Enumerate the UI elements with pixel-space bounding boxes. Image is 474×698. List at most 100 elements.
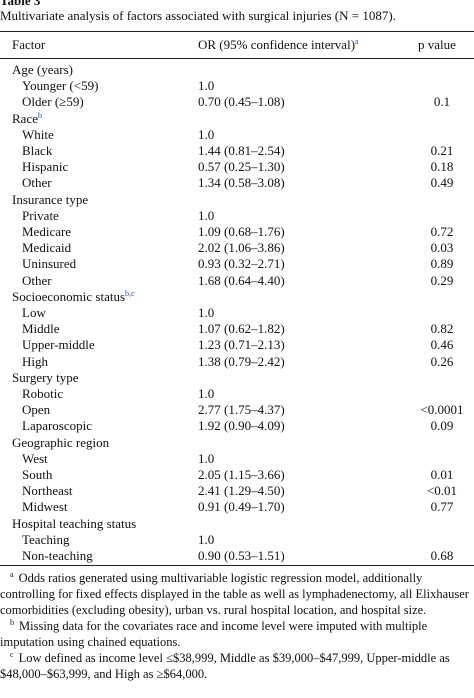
footnote-text: Low defined as income level ≤$38,999, Mi… xyxy=(0,651,450,681)
factor: Older (≥59) xyxy=(22,94,84,110)
section-label-text: Surgery type xyxy=(12,369,79,385)
factor: Non-teaching xyxy=(22,548,93,563)
p-value: 0.1 xyxy=(433,94,451,110)
factor: Younger (<59) xyxy=(22,78,99,94)
odds-ratio: 1.44 (0.81–2.54) xyxy=(198,143,285,158)
factor: Hispanic xyxy=(22,159,69,175)
footnote-ref: b,c xyxy=(125,288,135,298)
section-label: Raceb xyxy=(12,111,42,127)
factor: Open xyxy=(22,402,51,418)
footnote-mark: a xyxy=(10,570,14,579)
factor: Other xyxy=(22,175,52,191)
section-label-text: Hospital teaching status xyxy=(12,515,137,531)
footnote-text: Odds ratios generated using multivariabl… xyxy=(0,571,469,617)
header-factor: Factor xyxy=(12,37,46,52)
factor: Medicaid xyxy=(22,240,72,256)
p-value: <0.01 xyxy=(426,483,458,499)
factor: South xyxy=(22,467,53,482)
odds-ratio: 1.68 (0.64–4.40) xyxy=(198,272,285,288)
footnote-text: Missing data for the covariates race and… xyxy=(0,619,428,649)
section-label-text: Geographic region xyxy=(12,434,110,450)
section-label-text: Insurance type xyxy=(12,191,89,207)
p-value: 0.46 xyxy=(430,337,454,353)
factor: Middle xyxy=(22,321,60,337)
header-or: OR (95% confidence interval)a xyxy=(198,37,359,53)
odds-ratio: 1.09 (0.68–1.76) xyxy=(198,224,285,239)
footnote-ref: a xyxy=(355,37,359,46)
odds-ratio: 0.91 (0.49–1.70) xyxy=(198,499,285,515)
footnote: c Low defined as income level ≤$38,999, M… xyxy=(0,650,474,682)
odds-ratio: 1.0 xyxy=(198,450,215,466)
footnote-mark: b xyxy=(10,618,14,627)
p-value: 0.26 xyxy=(430,353,454,369)
header-or-text: OR (95% confidence interval) xyxy=(198,37,356,52)
footnote: a Odds ratios generated using multivariab… xyxy=(0,570,474,618)
odds-ratio: 1.38 (0.79–2.42) xyxy=(198,353,285,369)
section-label-text: Age (years) xyxy=(12,62,73,77)
factor: Uninsured xyxy=(22,256,77,272)
factor: Private xyxy=(22,207,59,223)
odds-ratio: 2.02 (1.06–3.86) xyxy=(198,240,285,256)
section-label-text: Socioeconomic status xyxy=(12,288,126,304)
odds-ratio: 1.07 (0.62–1.82) xyxy=(198,321,285,337)
header-p: p value xyxy=(418,37,456,52)
factor: Medicare xyxy=(22,224,72,239)
p-value: 0.77 xyxy=(430,499,454,515)
p-value: 0.49 xyxy=(430,175,454,191)
odds-ratio: 2.41 (1.29–4.50) xyxy=(198,483,285,499)
odds-ratio: 1.0 xyxy=(198,305,215,320)
section-label: Hospital teaching status xyxy=(12,516,136,532)
section-label-text: Race xyxy=(12,110,38,126)
p-value: 0.89 xyxy=(430,256,454,272)
p-value: 0.72 xyxy=(430,224,454,239)
factor: High xyxy=(22,353,48,369)
section-label: Geographic region xyxy=(12,435,109,451)
odds-ratio: 1.0 xyxy=(198,78,215,94)
factor: Black xyxy=(22,143,53,158)
factor: Upper-middle xyxy=(22,337,95,353)
p-value: 0.29 xyxy=(430,272,454,288)
factor: Northeast xyxy=(22,483,73,499)
header-rule xyxy=(0,58,474,59)
odds-ratio: 1.0 xyxy=(198,207,215,223)
section-label: Socioeconomic statusb,c xyxy=(12,289,135,305)
odds-ratio: 0.90 (0.53–1.51) xyxy=(198,548,285,563)
odds-ratio: 0.57 (0.25–1.30) xyxy=(198,159,285,175)
factor: West xyxy=(22,450,48,466)
bottom-rule xyxy=(0,565,474,566)
footnote-ref: b xyxy=(37,110,42,120)
factor: White xyxy=(22,126,54,142)
odds-ratio: 1.23 (0.71–2.13) xyxy=(198,337,285,353)
p-value: 0.21 xyxy=(430,143,454,158)
odds-ratio: 1.34 (0.58–3.08) xyxy=(198,175,285,191)
odds-ratio: 2.77 (1.75–4.37) xyxy=(198,402,285,418)
odds-ratio: 0.70 (0.45–1.08) xyxy=(198,94,285,110)
factor: Midwest xyxy=(22,499,68,515)
factor: Laparoscopic xyxy=(22,418,93,434)
factor: Other xyxy=(22,272,52,288)
caption: Multivariate analysis of factors associa… xyxy=(0,8,396,23)
factor: Low xyxy=(22,305,46,320)
footnotes: a Odds ratios generated using multivariab… xyxy=(0,570,474,682)
p-value: 0.68 xyxy=(430,548,454,563)
footnote-mark: c xyxy=(10,650,14,659)
p-value: 0.03 xyxy=(430,240,454,256)
p-value: <0.0001 xyxy=(420,402,464,418)
factor: Robotic xyxy=(22,386,64,401)
section-label: Age (years) xyxy=(12,62,73,78)
section-label: Surgery type xyxy=(12,370,79,386)
odds-ratio: 1.0 xyxy=(198,386,215,401)
p-value: 0.09 xyxy=(430,418,454,434)
top-rule xyxy=(0,31,474,32)
odds-ratio: 0.93 (0.32–2.71) xyxy=(198,256,285,272)
factor: Teaching xyxy=(22,531,70,547)
odds-ratio: 2.05 (1.15–3.66) xyxy=(198,467,285,482)
section-label: Insurance type xyxy=(12,192,88,208)
table-label: Table 3 xyxy=(0,0,41,8)
odds-ratio: 1.0 xyxy=(198,126,215,142)
footnote: b Missing data for the covariates race an… xyxy=(0,618,474,650)
p-value: 0.18 xyxy=(430,159,454,175)
odds-ratio: 1.0 xyxy=(198,531,215,547)
p-value: 0.01 xyxy=(430,467,454,482)
